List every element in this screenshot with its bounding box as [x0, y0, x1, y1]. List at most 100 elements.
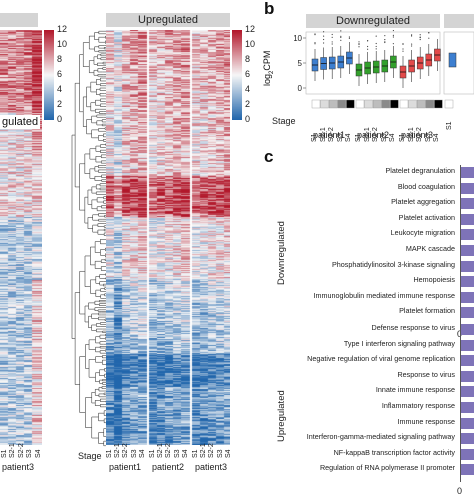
colorbar-tick: 12 [245, 24, 255, 34]
column-label: S3 [217, 449, 224, 458]
term-bar [461, 167, 474, 178]
outlier [340, 30, 341, 31]
term-bar [461, 229, 474, 240]
term-bar [461, 386, 474, 397]
term-bar [461, 292, 474, 303]
colorbar-tick: 10 [245, 39, 255, 49]
outlier [367, 40, 368, 41]
colorbar-tick: 0 [57, 114, 62, 124]
term-label: MAPK cascade [406, 244, 455, 253]
term-bar [461, 307, 474, 318]
column-label: S2-1 [114, 443, 121, 458]
column-label: S2-2 [208, 443, 215, 458]
stage-square [329, 100, 337, 108]
outlier [332, 34, 333, 35]
colorbar-tick: 6 [245, 69, 250, 79]
colorbar-tick: 0 [245, 114, 250, 124]
term-bar [461, 198, 474, 209]
stage-square [409, 100, 417, 108]
column-label: S1 [1, 449, 8, 458]
colorbar-tick: 10 [57, 39, 67, 49]
outlier [420, 37, 421, 38]
stage-square [346, 100, 354, 108]
stage-square [400, 100, 408, 108]
term-bar [461, 418, 474, 429]
outlier [340, 37, 341, 38]
outlier [376, 36, 377, 37]
term-label: NF-kappaB transcription factor activity [334, 448, 455, 457]
patient-label: patient1 [109, 462, 141, 472]
outlier [349, 38, 350, 39]
term-label: Interferon-gamma-mediated signaling path… [307, 432, 455, 441]
term-bar [461, 371, 474, 382]
term-label: Innate immune response [376, 385, 455, 394]
right-heatmap-strip: Upregulated [106, 13, 230, 27]
stage-square [338, 100, 346, 108]
term-label: Defense response to virus [372, 323, 456, 332]
stage-square [434, 100, 442, 108]
term-bar [461, 324, 474, 335]
column-label: S3 [26, 449, 33, 458]
boxplot-strip: Downregulated [306, 14, 440, 28]
column-label: S4 [225, 449, 232, 458]
colorbar-tick: 4 [245, 84, 250, 94]
panel-c-letter: c [264, 147, 273, 167]
outlier [332, 37, 333, 38]
outlier [428, 38, 429, 39]
column-label: S4 [139, 449, 146, 458]
outlier [411, 45, 412, 46]
panel-b-letter: b [264, 0, 274, 19]
patient-label: patient2 [357, 130, 389, 140]
box [449, 53, 456, 67]
outlier [358, 43, 359, 44]
group-label: Upregulated [276, 390, 287, 442]
stage-square [382, 100, 390, 108]
term-label: Type I interferon signaling pathway [344, 339, 455, 348]
term-bar [461, 340, 474, 351]
column-label: S2-2 [122, 443, 129, 458]
term-label: Platelet formation [399, 306, 455, 315]
y-tick: 10 [294, 34, 303, 43]
outlier [420, 34, 421, 35]
column-label: S4 [345, 133, 352, 142]
outlier [376, 43, 377, 44]
patient-label: patient1 [313, 130, 345, 140]
colorbar-tick: 4 [57, 84, 62, 94]
outlier [314, 43, 315, 44]
outlier [323, 42, 324, 43]
term-label: Phosphatidylinositol 3-kinase signaling [332, 260, 455, 269]
outlier [358, 46, 359, 47]
column-label: S1 [446, 121, 453, 130]
term-label: Blood coagulation [398, 182, 455, 191]
outlier [376, 48, 377, 49]
outlier [323, 35, 324, 36]
column-label: S3 [131, 449, 138, 458]
column-label: S3 [174, 449, 181, 458]
colorbar-tick: 6 [57, 69, 62, 79]
column-label: S4 [35, 449, 42, 458]
term-label: Inflammatory response [382, 401, 455, 410]
outlier [332, 41, 333, 42]
colorbar-tick: 2 [57, 99, 62, 109]
outlier [367, 49, 368, 50]
outlier [358, 41, 359, 42]
stage-square [312, 100, 320, 108]
outlier [402, 51, 403, 52]
outlier [402, 44, 403, 45]
right-heatmap [106, 30, 230, 445]
outlier [411, 35, 412, 36]
y-tick: 5 [298, 59, 303, 68]
term-bar [461, 214, 474, 225]
term-bar [461, 183, 474, 194]
outlier [420, 39, 421, 40]
outlier [393, 36, 394, 37]
y-tick: 0 [298, 84, 303, 93]
outlier [384, 41, 385, 42]
outlier [314, 42, 315, 43]
outlier [411, 34, 412, 35]
stage-square [356, 100, 364, 108]
term-label: Leukocyte migration [391, 228, 455, 237]
colorbar-tick: 12 [57, 24, 67, 34]
outlier [384, 35, 385, 36]
column-label: S1 [106, 449, 113, 458]
